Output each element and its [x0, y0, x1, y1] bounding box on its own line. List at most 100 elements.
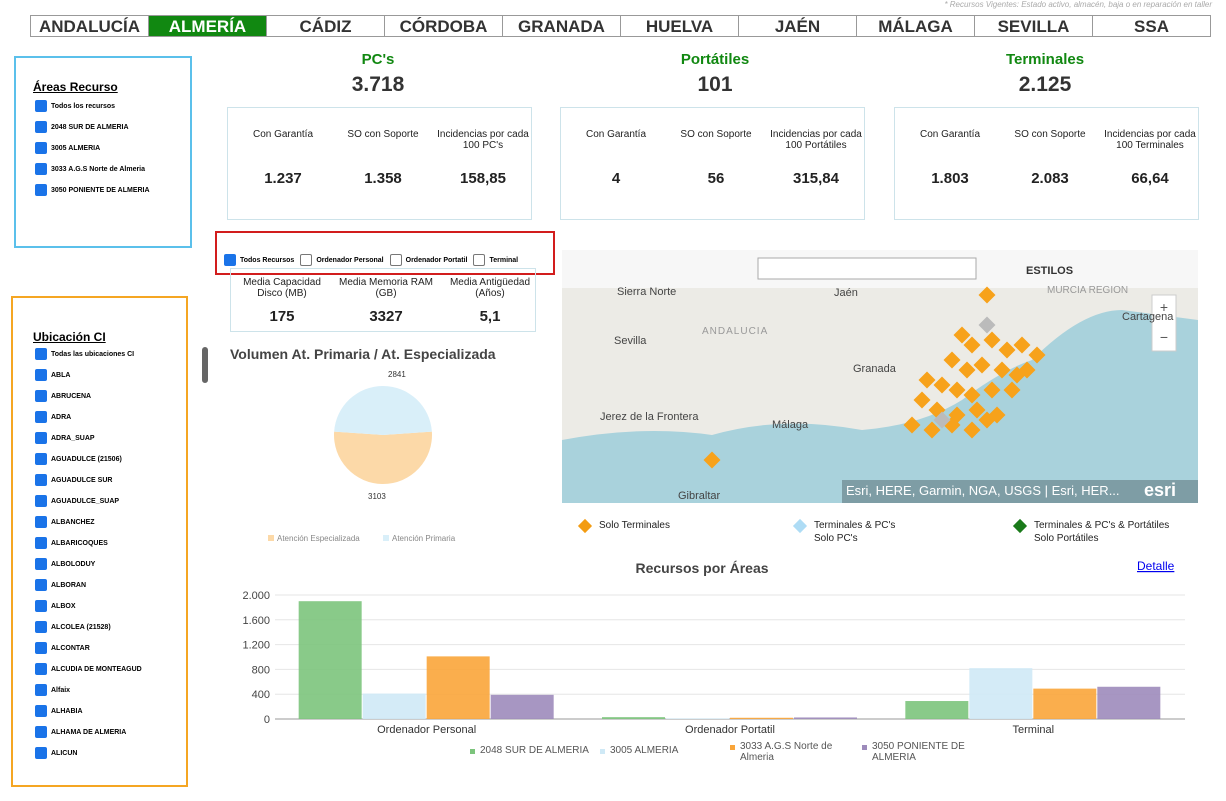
checkbox	[35, 516, 47, 528]
checkbox	[473, 254, 486, 267]
check-item[interactable]: ALHAMA DE ALMERIA	[35, 726, 186, 747]
check-item[interactable]: ALCOLEA (21528)	[35, 621, 186, 642]
bar	[1033, 688, 1097, 719]
kpi-box	[560, 107, 865, 220]
tab[interactable]: HUELVA	[620, 15, 739, 37]
kpi-title: PC's	[361, 51, 395, 68]
check-item[interactable]: ALBOX	[35, 600, 186, 621]
check-label: ALHABIA	[51, 707, 83, 715]
legend-label: Solo Terminales	[599, 520, 670, 531]
metric-label: Incidencias por cada 100 Portátiles	[770, 129, 862, 151]
check-item[interactable]: AGUADULCE (21506)	[35, 453, 186, 474]
tab[interactable]: GRANADA	[502, 15, 621, 37]
metric-label: Con Garantía	[252, 129, 314, 140]
zoom-in[interactable]: +	[1160, 299, 1168, 315]
check-label: ALHAMA DE ALMERIA	[51, 728, 127, 736]
check-label: 3050 PONIENTE DE ALMERIA	[51, 186, 150, 194]
tab[interactable]: CÓRDOBA	[384, 15, 503, 37]
check-item[interactable]: 3033 A.G.S Norte de Almeria	[35, 163, 190, 184]
y-tick-label: 800	[252, 664, 270, 676]
pie-slice	[334, 431, 432, 484]
checkbox	[35, 642, 47, 654]
tab[interactable]: MÁLAGA	[856, 15, 975, 37]
check-item[interactable]: Alfaix	[35, 684, 186, 705]
checkbox	[35, 621, 47, 633]
bar	[426, 656, 490, 719]
tab[interactable]: ANDALUCÍA	[30, 15, 149, 37]
check-item[interactable]: 2048 SUR DE ALMERIA	[35, 121, 190, 142]
place: Jerez de la Frontera	[600, 411, 699, 423]
check-item[interactable]: ALBANCHEZ	[35, 516, 186, 537]
checkbox	[35, 369, 47, 381]
checkbox	[389, 254, 402, 267]
check-item[interactable]: ALICUN	[35, 747, 186, 768]
check-item[interactable]: 3005 ALMERIA	[35, 142, 190, 163]
checkbox	[35, 747, 47, 759]
check-item[interactable]: ABRUCENA	[35, 390, 186, 411]
check-item[interactable]: ALCUDIA DE MONTEAGUD	[35, 663, 186, 684]
scrollbar[interactable]	[202, 347, 208, 383]
attrib-bg	[842, 480, 1198, 503]
metric-label: SO con Soporte	[1014, 129, 1086, 140]
check-item[interactable]: Todas las ubicaciones CI	[35, 348, 186, 369]
check-item[interactable]: Todos los recursos	[35, 100, 190, 121]
y-tick-label: 1.600	[242, 615, 270, 627]
detail-link[interactable]: Detalle	[1137, 559, 1175, 573]
zoom-out[interactable]: −	[1160, 329, 1168, 345]
marker	[973, 356, 991, 374]
check-item[interactable]: 3050 PONIENTE DE ALMERIA	[35, 184, 190, 205]
pie-slice	[334, 386, 432, 435]
check-item[interactable]: ABLA	[35, 369, 186, 390]
tab[interactable]: ALMERÍA	[148, 15, 267, 37]
marker	[703, 451, 721, 469]
map-search[interactable]	[757, 257, 977, 280]
check-label: Todos los recursos	[51, 102, 116, 110]
check-item[interactable]: AGUADULCE_SUAP	[35, 495, 186, 516]
y-tick-label: 2.000	[242, 590, 270, 602]
tab[interactable]: SSA	[1092, 15, 1211, 37]
marker	[978, 286, 996, 304]
metric-label: Con Garantía	[919, 129, 981, 140]
check-item[interactable]: ALBORAN	[35, 579, 186, 600]
media-label: Media Antigüedad (Años)	[449, 277, 531, 299]
marker	[943, 351, 961, 369]
metric-label: Incidencias por cada 100 PC's	[437, 129, 529, 151]
marker	[978, 316, 996, 334]
esri-logo: esri	[1144, 480, 1176, 500]
metric-value: 66,64	[1131, 170, 1169, 187]
check-item[interactable]: ALHABIA	[35, 705, 186, 726]
y-tick-label: 0	[264, 714, 270, 726]
check-item[interactable]: ADRA_SUAP	[35, 432, 186, 453]
filter[interactable]: Terminal	[473, 254, 518, 267]
legend-label: 3050 PONIENTE DE ALMERIA	[872, 741, 965, 763]
checkbox	[35, 537, 47, 549]
marker	[963, 386, 981, 404]
check-item[interactable]: ADRA	[35, 411, 186, 432]
metric-value: 158,85	[460, 170, 506, 187]
pie-chart: 3103 Atención Especializada 2841 Atención P…	[268, 370, 456, 543]
check-item[interactable]: ALBARICOQUES	[35, 537, 186, 558]
place: MURCIA REGION	[1047, 285, 1128, 296]
marker	[913, 391, 931, 409]
marker	[993, 361, 1011, 379]
x-tick-label: Terminal	[1013, 724, 1055, 736]
check-item[interactable]: ALCONTAR	[35, 642, 186, 663]
tab[interactable]: SEVILLA	[974, 15, 1093, 37]
filter[interactable]: Ordenador Personal	[300, 254, 384, 267]
tab[interactable]: JAÉN	[738, 15, 857, 37]
check-label: AGUADULCE (21506)	[51, 455, 122, 463]
zoom[interactable]	[1151, 294, 1177, 352]
filter[interactable]: Todos Recursos	[224, 254, 294, 267]
marker	[958, 361, 976, 379]
check-item[interactable]: ALBOLODUY	[35, 558, 186, 579]
metric-value: 315,84	[793, 170, 839, 187]
filter[interactable]: Ordenador Portatil	[389, 254, 467, 267]
checkbox	[35, 390, 47, 402]
marker	[903, 416, 921, 434]
check-item[interactable]: AGUADULCE SUR	[35, 474, 186, 495]
marker	[1003, 381, 1021, 399]
tab[interactable]: CÁDIZ	[266, 15, 385, 37]
checkbox	[300, 254, 313, 267]
marker	[983, 331, 1001, 349]
checkbox	[35, 100, 47, 112]
